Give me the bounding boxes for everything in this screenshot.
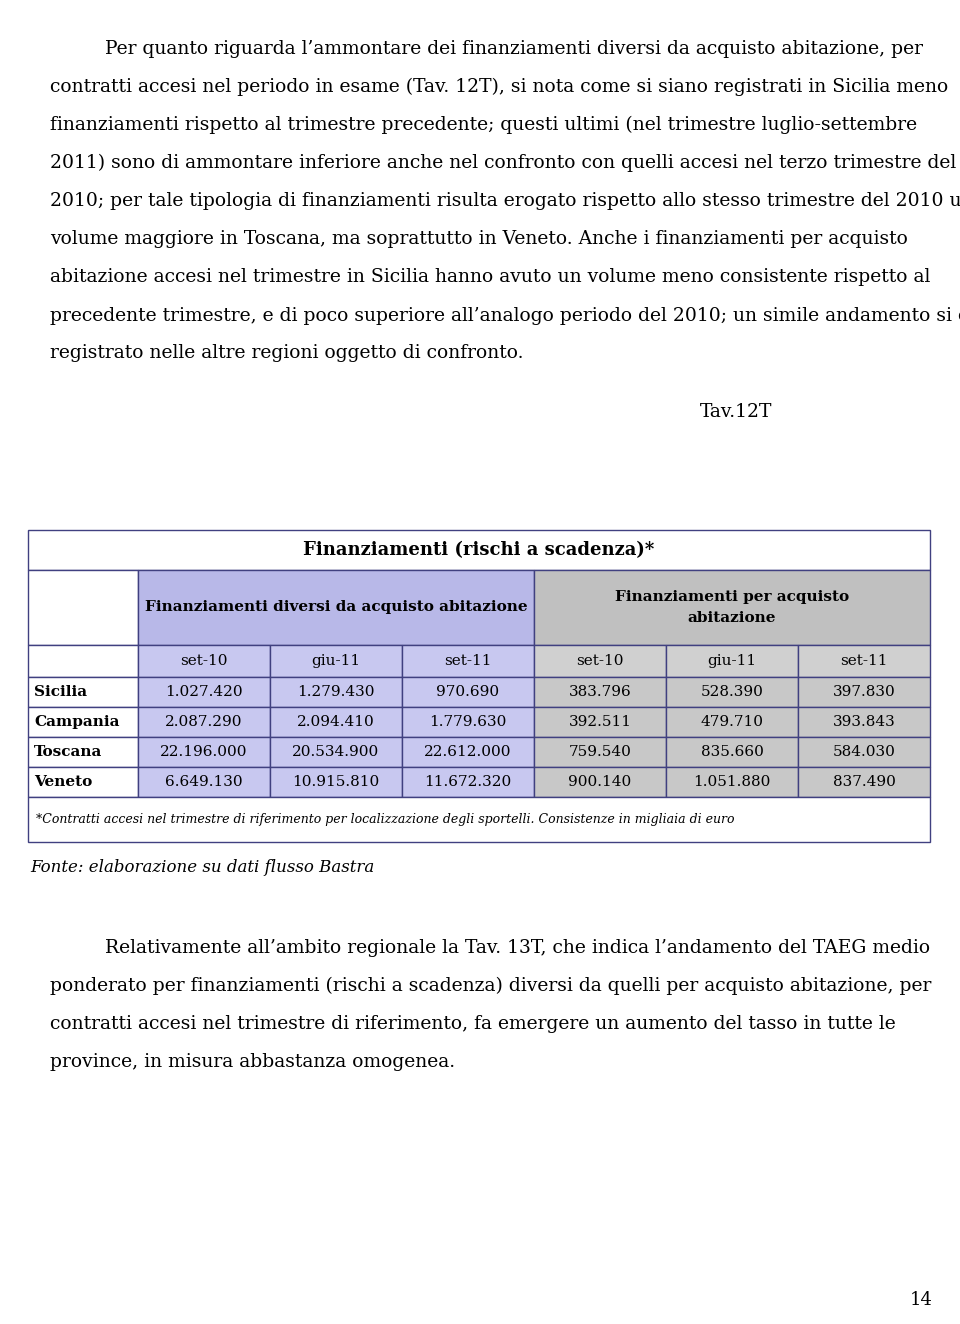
Text: Relativamente all’ambito regionale la Tav. 13T, che indica l’andamento del TAEG : Relativamente all’ambito regionale la Ta… xyxy=(105,939,930,957)
Text: 20.534.900: 20.534.900 xyxy=(293,745,379,759)
Text: Per quanto riguarda l’ammontare dei finanziamenti diversi da acquisto abitazione: Per quanto riguarda l’ammontare dei fina… xyxy=(105,40,923,58)
Text: ponderato per finanziamenti (rischi a scadenza) diversi da quelli per acquisto a: ponderato per finanziamenti (rischi a sc… xyxy=(50,977,931,996)
Text: set-10: set-10 xyxy=(180,654,228,669)
Text: 1.027.420: 1.027.420 xyxy=(165,685,243,699)
Bar xyxy=(666,677,798,707)
Bar xyxy=(798,737,930,767)
Bar xyxy=(534,571,930,645)
Text: 1.051.880: 1.051.880 xyxy=(693,775,771,789)
Text: 2011) sono di ammontare inferiore anche nel confronto con quelli accesi nel terz: 2011) sono di ammontare inferiore anche … xyxy=(50,154,956,172)
Bar xyxy=(138,767,270,797)
Text: 479.710: 479.710 xyxy=(701,715,763,730)
Text: abitazione: abitazione xyxy=(687,610,777,625)
Text: Campania: Campania xyxy=(34,715,119,730)
Text: abitazione accesi nel trimestre in Sicilia hanno avuto un volume meno consistent: abitazione accesi nel trimestre in Sicil… xyxy=(50,267,930,286)
Text: set-11: set-11 xyxy=(444,654,492,669)
Text: Tav.12T: Tav.12T xyxy=(700,404,773,421)
Bar xyxy=(402,645,534,677)
Text: registrato nelle altre regioni oggetto di confronto.: registrato nelle altre regioni oggetto d… xyxy=(50,344,523,361)
Text: 393.843: 393.843 xyxy=(832,715,896,730)
Text: province, in misura abbastanza omogenea.: province, in misura abbastanza omogenea. xyxy=(50,1053,455,1071)
Bar xyxy=(138,707,270,737)
Text: 759.540: 759.540 xyxy=(568,745,632,759)
Text: Veneto: Veneto xyxy=(34,775,92,789)
Bar xyxy=(270,645,402,677)
Text: 2010; per tale tipologia di finanziamenti risulta erogato rispetto allo stesso t: 2010; per tale tipologia di finanziament… xyxy=(50,192,960,211)
Bar xyxy=(666,645,798,677)
Bar xyxy=(270,677,402,707)
Text: 584.030: 584.030 xyxy=(832,745,896,759)
Text: Finanziamenti per acquisto: Finanziamenti per acquisto xyxy=(615,591,849,605)
Text: finanziamenti rispetto al trimestre precedente; questi ultimi (nel trimestre lug: finanziamenti rispetto al trimestre prec… xyxy=(50,117,917,134)
Bar xyxy=(798,707,930,737)
Bar xyxy=(402,677,534,707)
Text: 22.612.000: 22.612.000 xyxy=(424,745,512,759)
Bar xyxy=(534,707,666,737)
Text: volume maggiore in Toscana, ma soprattutto in Veneto. Anche i finanziamenti per : volume maggiore in Toscana, ma soprattut… xyxy=(50,230,908,248)
Text: 383.796: 383.796 xyxy=(568,685,632,699)
Bar xyxy=(28,677,138,707)
Text: 10.915.810: 10.915.810 xyxy=(293,775,379,789)
Text: precedente trimestre, e di poco superiore all’analogo periodo del 2010; un simil: precedente trimestre, e di poco superior… xyxy=(50,306,960,324)
Bar xyxy=(28,797,930,842)
Bar xyxy=(798,677,930,707)
Bar xyxy=(798,645,930,677)
Text: 2.094.410: 2.094.410 xyxy=(298,715,374,730)
Text: contratti accesi nel trimestre di riferimento, fa emergere un aumento del tasso : contratti accesi nel trimestre di riferi… xyxy=(50,1016,896,1033)
Bar xyxy=(666,707,798,737)
Bar xyxy=(534,737,666,767)
Text: *Contratti accesi nel trimestre di riferimento per localizzazione degli sportell: *Contratti accesi nel trimestre di rifer… xyxy=(36,813,734,826)
Bar xyxy=(798,767,930,797)
Text: 1.779.630: 1.779.630 xyxy=(429,715,507,730)
Text: 2.087.290: 2.087.290 xyxy=(165,715,243,730)
Text: 22.196.000: 22.196.000 xyxy=(160,745,248,759)
Text: 835.660: 835.660 xyxy=(701,745,763,759)
Bar xyxy=(28,571,138,645)
Text: 397.830: 397.830 xyxy=(832,685,896,699)
Bar xyxy=(138,571,534,645)
Bar xyxy=(270,707,402,737)
Bar xyxy=(270,737,402,767)
Bar xyxy=(402,737,534,767)
Text: set-11: set-11 xyxy=(840,654,888,669)
Text: giu-11: giu-11 xyxy=(708,654,756,669)
Bar xyxy=(402,767,534,797)
Bar xyxy=(28,767,138,797)
Bar xyxy=(28,737,138,767)
Bar xyxy=(534,645,666,677)
Text: 392.511: 392.511 xyxy=(568,715,632,730)
Bar xyxy=(138,645,270,677)
Text: 528.390: 528.390 xyxy=(701,685,763,699)
Text: Sicilia: Sicilia xyxy=(34,685,87,699)
Bar xyxy=(534,767,666,797)
Text: 11.672.320: 11.672.320 xyxy=(424,775,512,789)
Bar xyxy=(28,707,138,737)
Text: 1.279.430: 1.279.430 xyxy=(298,685,374,699)
Bar xyxy=(534,677,666,707)
Bar xyxy=(666,737,798,767)
Text: 970.690: 970.690 xyxy=(437,685,499,699)
Text: Finanziamenti diversi da acquisto abitazione: Finanziamenti diversi da acquisto abitaz… xyxy=(145,601,527,614)
Bar xyxy=(138,677,270,707)
Bar xyxy=(666,767,798,797)
Bar xyxy=(138,737,270,767)
Bar xyxy=(270,767,402,797)
Text: giu-11: giu-11 xyxy=(311,654,361,669)
Text: Toscana: Toscana xyxy=(34,745,103,759)
Text: 900.140: 900.140 xyxy=(568,775,632,789)
Text: 6.649.130: 6.649.130 xyxy=(165,775,243,789)
Text: 14: 14 xyxy=(910,1291,933,1309)
Text: set-10: set-10 xyxy=(576,654,624,669)
Bar xyxy=(402,707,534,737)
Bar xyxy=(28,530,930,571)
Text: 837.490: 837.490 xyxy=(832,775,896,789)
Text: Fonte: elaborazione su dati flusso Bastra: Fonte: elaborazione su dati flusso Bastr… xyxy=(30,859,374,876)
Bar xyxy=(28,645,138,677)
Text: Finanziamenti (rischi a scadenza)*: Finanziamenti (rischi a scadenza)* xyxy=(303,542,655,559)
Text: contratti accesi nel periodo in esame (Tav. 12T), si nota come si siano registra: contratti accesi nel periodo in esame (T… xyxy=(50,78,948,97)
